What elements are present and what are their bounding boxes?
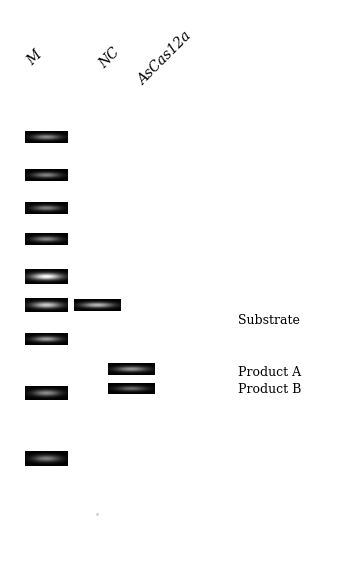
Text: Substrate: Substrate — [238, 314, 300, 327]
Text: Product B: Product B — [238, 383, 301, 396]
Text: Product A: Product A — [238, 366, 301, 379]
Text: NC: NC — [97, 46, 123, 72]
Text: AsCas12a: AsCas12a — [135, 29, 194, 88]
Text: M: M — [24, 48, 44, 69]
